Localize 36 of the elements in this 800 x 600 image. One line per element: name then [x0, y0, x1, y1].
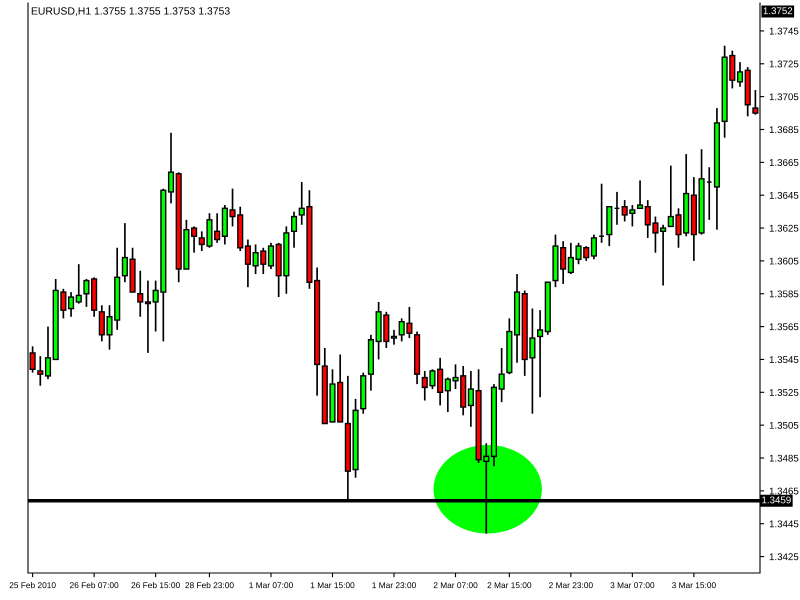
- x-tick-label: 26 Feb 15:00: [132, 582, 180, 588]
- y-tick-label: 1.3705: [770, 93, 798, 100]
- text: 1.3752: [764, 7, 792, 14]
- y-tick-label: 1.3425: [770, 553, 798, 560]
- x-tick-label: 2 Mar 23:00: [549, 582, 593, 588]
- y-tick-label: 1.3505: [770, 422, 798, 429]
- y-tick-label: 1.3745: [770, 28, 798, 35]
- candlestick: [706, 166, 712, 221]
- y-tick-label: 1.3485: [770, 454, 798, 462]
- y-tick-label: 1.3665: [770, 159, 798, 166]
- y-tick-label: 1.3585: [770, 290, 798, 298]
- y-tick-label: 1.3685: [770, 126, 798, 134]
- y-tick-label: 1.3725: [770, 60, 798, 68]
- x-tick-label: 1 Mar 15:00: [310, 582, 354, 588]
- x-tick-label: 1 Mar 23:00: [372, 582, 416, 588]
- x-tick-label: 3 Mar 15:00: [672, 582, 716, 588]
- y-tick-label: 1.3525: [770, 389, 798, 396]
- chart-title: EURUSD,H1 1.3755 1.3755 1.3753 1.3753: [32, 7, 230, 16]
- x-tick-label: 25 Feb 2010: [10, 582, 56, 588]
- ref-line-label: 1.3459: [762, 496, 791, 504]
- x-tick-label: 2 Mar 07:00: [434, 582, 478, 588]
- y-tick-label: 1.3625: [770, 224, 798, 232]
- y-tick-label: 1.3445: [770, 520, 798, 528]
- candlestick: [614, 191, 620, 226]
- y-tick-label: 1.3545: [770, 356, 798, 364]
- candlestick: [290, 210, 298, 249]
- y-tick-label: 1.3605: [770, 258, 798, 265]
- x-tick-label: 26 Feb 07:00: [70, 582, 118, 588]
- y-tick-label: 1.3645: [770, 192, 798, 199]
- candlestick: [598, 182, 605, 244]
- x-tick-label: 1 Mar 07:00: [249, 582, 293, 588]
- y-tick-label: 1.3465: [770, 488, 798, 494]
- x-tick-label: 28 Feb 23:00: [185, 582, 234, 588]
- y-tick-label: 1.3565: [770, 323, 798, 330]
- x-tick-label: 3 Mar 07:00: [610, 582, 654, 588]
- x-tick-label: 2 Mar 15:00: [488, 582, 532, 588]
